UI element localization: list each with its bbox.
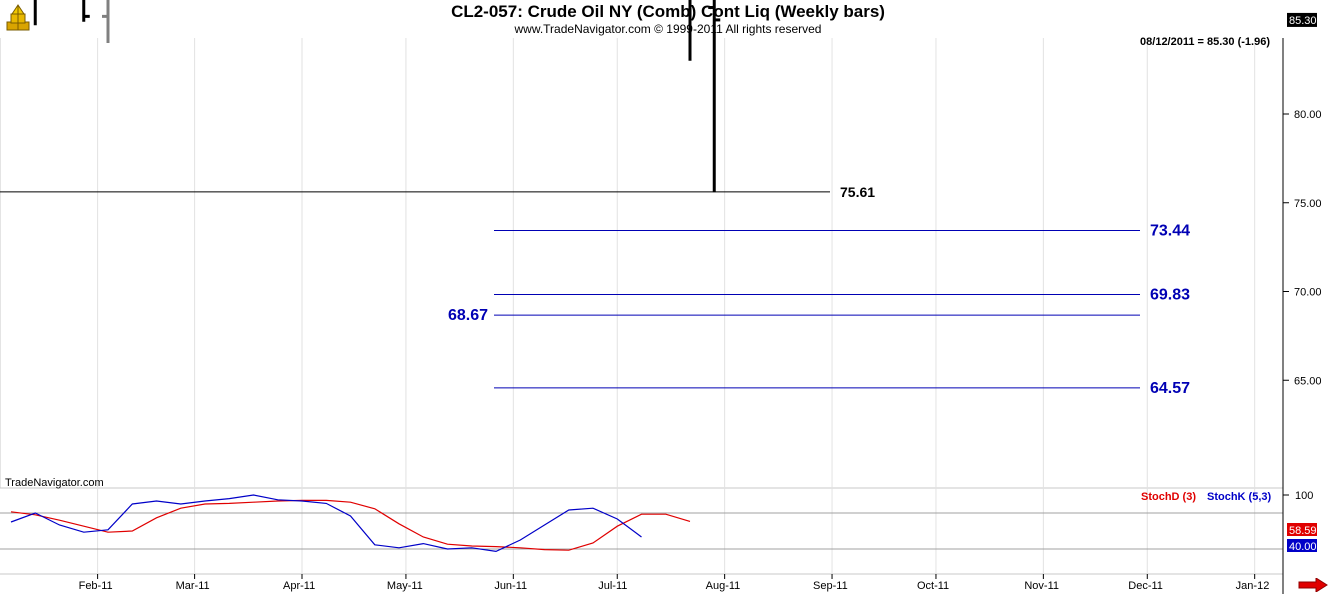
level-label: 64.57 [1150,380,1190,397]
month-tick-label: Oct-11 [917,580,949,592]
price-tick-label: 80.00 [1294,109,1322,121]
stochastic-panel [0,494,1283,553]
level-label: 68.67 [448,307,488,324]
month-tick-label: Nov-11 [1024,580,1059,592]
level-label: 75.61 [840,184,875,200]
axes: Feb-11 Mar-11 Apr-11 May-11 Jun-11 Jul-11 Aug-… [79,12,1322,594]
stoch-value-box [1287,523,1317,536]
level-lines: 104.7498.9195.2793.1290.3887.3375.6173.4… [0,184,1190,397]
price-tick-label: 65.00 [1294,375,1322,387]
stoch-d-legend: StochD (3) [1141,491,1196,503]
grid-lines [0,38,1283,575]
stoch-value-box [1287,539,1317,552]
last-price-label: 85.30 [1289,15,1317,27]
month-tick-label: Jul-11 [598,580,627,592]
month-tick-label: Dec-11 [1128,580,1163,592]
trade-navigator-logo-icon [4,2,32,32]
month-tick-label: Apr-11 [283,580,315,592]
month-tick-label: Jun-11 [494,580,527,592]
month-tick-label: Aug-11 [706,580,741,592]
stoch-line [10,494,642,553]
month-tick-label: Feb-11 [79,580,113,592]
stoch-k-legend: StochK (5,3) [1207,491,1272,503]
month-tick-label: Sep-11 [813,580,848,592]
last-quote: 08/12/2011 = 85.30 (-1.96) [1140,36,1270,48]
month-tick-label: Mar-11 [176,580,210,592]
level-label: 73.44 [1150,222,1190,239]
price-tick-label: 75.00 [1294,198,1322,210]
right-arrow-icon[interactable] [1298,577,1328,597]
stoch-tick-label: 100 [1295,490,1313,502]
chart-title: CL2-057: Crude Oil NY (Comb) Cont Liq (W… [451,2,885,21]
price-tick-label: 70.00 [1294,287,1322,299]
stoch-line [10,499,691,551]
month-tick-label: Jan-12 [1236,580,1270,592]
price-bars [33,0,721,193]
watermark: TradeNavigator.com [5,477,104,489]
stoch-value-label: 58.59 [1289,525,1317,537]
stoch-value-label: 40.00 [1289,541,1317,553]
month-tick-label: May-11 [387,580,423,592]
last-price-box [1287,12,1317,27]
chart-subtitle: www.TradeNavigator.com © 1999-2011 All r… [514,22,822,36]
level-label: 69.83 [1150,287,1190,304]
